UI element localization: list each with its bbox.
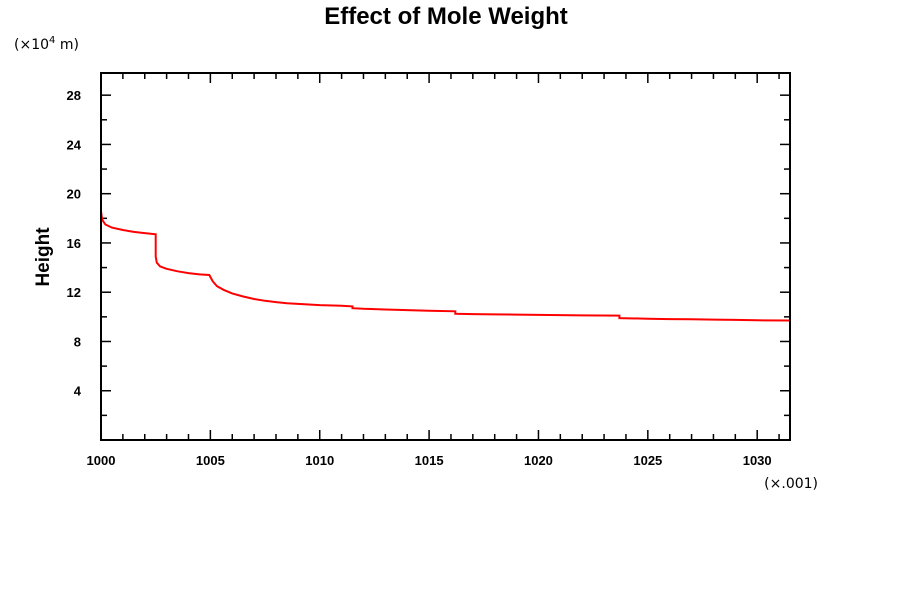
x-tick-label: 1030	[743, 453, 772, 468]
y-tick-label: 28	[67, 88, 81, 103]
y-unit-prefix: (×10	[14, 37, 49, 53]
series-line-height	[100, 73, 791, 322]
y-tick-label: 4	[74, 384, 82, 399]
x-tick-label: 1000	[87, 453, 116, 468]
y-axis-title: Height	[33, 227, 54, 287]
axis-ticks	[100, 73, 790, 440]
y-tick-label: 16	[67, 236, 81, 251]
y-unit-suffix: m)	[55, 37, 79, 53]
x-tick-label: 1005	[196, 453, 225, 468]
y-unit-label: (×104 m)	[14, 35, 79, 53]
x-tick-label: 1010	[305, 453, 334, 468]
x-tick-label: 1025	[633, 453, 662, 468]
x-tick-label: 1015	[415, 453, 444, 468]
y-tick-label: 8	[74, 334, 81, 349]
y-unit-exponent: 4	[49, 35, 55, 46]
x-tick-label: 1020	[524, 453, 553, 468]
y-tick-label: 24	[67, 137, 82, 152]
series-layer	[100, 73, 791, 322]
y-tick-label: 12	[67, 285, 81, 300]
tick-labels: 1000 1005 1010 1015 1020 1025 1030 4 8 12 16 20 24 28	[67, 88, 772, 468]
y-tick-label: 20	[67, 187, 81, 202]
x-unit-label: (×.001)	[764, 476, 818, 492]
plot-frame	[100, 72, 791, 441]
chart-title: Effect of Mole Weight	[324, 3, 568, 30]
